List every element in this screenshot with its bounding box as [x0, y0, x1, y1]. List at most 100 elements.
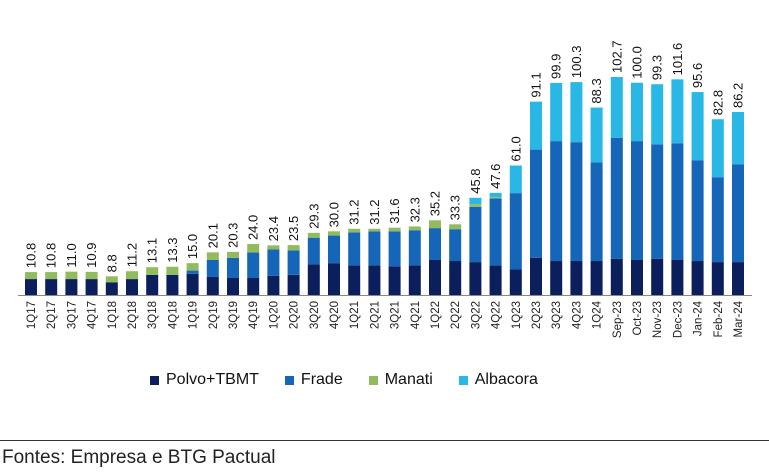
total-label: 88.3 — [589, 78, 604, 103]
bar-segment-polvo-tbmt-8 — [186, 273, 199, 295]
bar-segment-frade-13 — [287, 250, 300, 275]
category-label: 4Q22 — [491, 301, 503, 329]
category-label: 4Q23 — [571, 301, 583, 329]
bar-segment-albacora-22 — [469, 197, 482, 205]
category-label: Mar-24 — [733, 300, 745, 337]
total-label: 29.3 — [306, 203, 321, 228]
total-label: 11.0 — [64, 243, 79, 267]
total-label: 61.0 — [508, 136, 523, 161]
bar-segment-manati-20 — [429, 220, 441, 229]
bar-segment-frade-14 — [307, 237, 320, 265]
bar-segment-frade-27 — [570, 142, 583, 262]
category-label: Dec-23 — [672, 301, 684, 338]
legend-label-polvo: Polvo+TBMT — [166, 371, 259, 388]
total-label: 95.6 — [690, 63, 705, 88]
total-label: 31.6 — [387, 198, 402, 223]
footer-divider — [0, 440, 769, 441]
bar-segment-manati-6 — [146, 267, 159, 275]
bar-segment-manati-18 — [388, 227, 401, 232]
total-label: 31.2 — [367, 199, 382, 224]
bar-segment-manati-14 — [307, 232, 320, 238]
bar-segment-albacora-27 — [570, 82, 583, 143]
legend-swatch-albacora — [458, 375, 468, 385]
bar-segment-frade-35 — [732, 164, 744, 263]
bar-segment-polvo-tbmt-21 — [449, 261, 462, 295]
bar-segment-albacora-26 — [550, 82, 563, 142]
bar-segment-manati-2 — [65, 271, 78, 280]
bar-segment-polvo-tbmt-6 — [146, 274, 159, 295]
total-label: 24.0 — [246, 215, 261, 240]
bar-segment-albacora-25 — [530, 101, 542, 150]
legend-label-frade: Frade — [300, 371, 343, 388]
total-label: 20.1 — [205, 223, 220, 248]
bar-segment-manati-13 — [287, 245, 300, 251]
bar-segment-frade-34 — [711, 177, 724, 263]
bar-segment-manati-8 — [186, 263, 199, 271]
bar-segment-polvo-tbmt-29 — [610, 258, 623, 295]
category-label: Sep-23 — [612, 301, 624, 338]
category-label: 3Q17 — [66, 301, 78, 329]
total-label: 23.5 — [286, 216, 301, 241]
category-label: Feb-24 — [713, 300, 725, 337]
legend-item-frade: Frade — [284, 371, 343, 389]
total-label: 33.3 — [448, 195, 463, 220]
bar-segment-frade-24 — [509, 193, 522, 270]
bar-segment-polvo-tbmt-1 — [45, 279, 58, 295]
bar-segment-albacora-31 — [651, 84, 664, 145]
category-label: 3Q20 — [309, 301, 321, 329]
bar-segment-manati-22 — [469, 204, 482, 207]
category-label: 3Q23 — [551, 301, 563, 329]
category-label: 2Q19 — [208, 301, 220, 329]
total-label: 102.7 — [609, 40, 624, 73]
source-note: Fontes: Empresa e BTG Pactual — [2, 447, 276, 468]
bar-segment-albacora-30 — [631, 82, 643, 142]
category-label: 4Q21 — [410, 301, 422, 329]
total-label: 10.8 — [44, 243, 59, 268]
bar-segment-polvo-tbmt-13 — [287, 274, 300, 295]
bar-segment-manati-1 — [45, 272, 58, 280]
bar-segment-frade-30 — [631, 141, 643, 260]
bar-segment-albacora-33 — [691, 92, 704, 161]
bar-segment-polvo-tbmt-5 — [126, 279, 138, 295]
bar-segment-polvo-tbmt-10 — [227, 278, 239, 295]
category-label: 1Q24 — [592, 300, 604, 329]
legend-label-albacora: Albacora — [474, 371, 538, 388]
bar-segment-frade-28 — [590, 162, 603, 262]
bar-segment-manati-0 — [25, 272, 37, 280]
total-label: 99.9 — [549, 54, 564, 79]
bar-segment-polvo-tbmt-28 — [590, 261, 603, 295]
bar-segment-polvo-tbmt-32 — [671, 259, 684, 295]
bar-segment-polvo-tbmt-34 — [711, 262, 724, 295]
bar-segment-frade-29 — [610, 137, 623, 259]
bar-segment-polvo-tbmt-15 — [328, 263, 340, 295]
bar-segment-manati-7 — [166, 266, 179, 275]
bar-segment-manati-11 — [247, 244, 260, 253]
bar-segment-frade-18 — [388, 231, 401, 267]
total-label: 82.8 — [710, 90, 725, 115]
bar-segment-polvo-tbmt-26 — [550, 261, 563, 295]
bar-segment-polvo-tbmt-9 — [206, 276, 219, 295]
category-label: 4Q20 — [329, 301, 341, 329]
bar-segment-polvo-tbmt-14 — [307, 264, 320, 295]
bar-segment-polvo-tbmt-11 — [247, 278, 260, 295]
bar-segment-frade-12 — [267, 249, 280, 276]
bar-segment-frade-23 — [489, 198, 502, 266]
category-label: Oct-23 — [632, 301, 644, 336]
category-label: 2Q17 — [46, 301, 58, 329]
total-label: 10.9 — [84, 243, 99, 268]
category-label: 4Q18 — [167, 301, 179, 329]
total-label: 15.0 — [185, 234, 200, 259]
bar-segment-frade-33 — [691, 160, 704, 262]
bar-segment-polvo-tbmt-27 — [570, 261, 583, 295]
total-label: 13.3 — [165, 237, 180, 262]
bar-segment-albacora-34 — [711, 119, 724, 178]
total-label: 20.3 — [226, 223, 241, 248]
bar-segment-albacora-35 — [732, 112, 744, 165]
total-label: 100.0 — [630, 46, 645, 79]
total-label: 30.0 — [327, 202, 342, 227]
bar-segment-polvo-tbmt-19 — [408, 265, 421, 295]
bar-segment-manati-17 — [368, 228, 381, 232]
bar-segment-manati-15 — [328, 231, 340, 236]
total-label: 45.8 — [468, 168, 483, 193]
category-label: 1Q17 — [26, 301, 38, 329]
